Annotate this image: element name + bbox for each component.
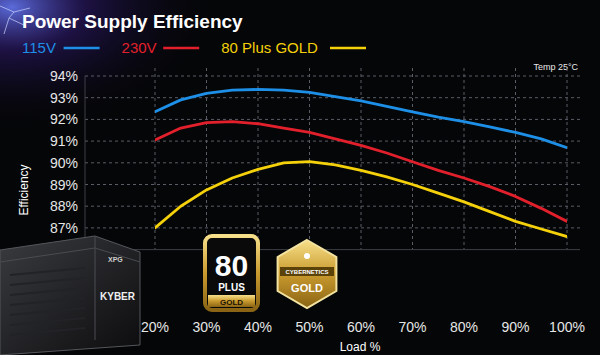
legend-swatch <box>163 47 199 50</box>
y-tick-label: 92% <box>50 111 78 127</box>
y-tick-label: 87% <box>50 220 78 236</box>
grid-line-x <box>258 68 259 250</box>
badge-text: PLUS <box>218 282 245 293</box>
product-vent <box>10 308 85 315</box>
grid-line-x <box>155 68 156 250</box>
product-vent <box>10 278 85 285</box>
badge-text: 80 <box>215 249 248 282</box>
grid <box>85 68 580 250</box>
background-glow <box>0 0 600 355</box>
grid-line-y <box>85 227 580 228</box>
badge-frame <box>205 236 258 310</box>
y-tick-label: 93% <box>50 90 78 106</box>
legend-label: 80 Plus GOLD <box>221 39 318 56</box>
y-tick-label: 88% <box>50 198 78 214</box>
badge-band <box>208 295 255 307</box>
grid-line-x <box>412 68 413 250</box>
x-tick-label: 60% <box>347 319 375 335</box>
grid-line-y <box>85 76 580 77</box>
y-tick-label: 90% <box>50 155 78 171</box>
product-vent <box>10 298 85 305</box>
badge-text: GOLD <box>220 298 243 307</box>
product-vent <box>10 288 85 295</box>
product-vent <box>10 328 85 335</box>
badge-text: GOLD <box>291 282 323 294</box>
title: Power Supply Efficiency <box>22 11 243 32</box>
x-tick-label: 50% <box>295 319 323 335</box>
x-tick-label: 80% <box>450 319 478 335</box>
product-brand: XPG <box>108 256 123 263</box>
x-tick-label: 20% <box>141 319 169 335</box>
x-tick-label: 30% <box>192 319 220 335</box>
legend-swatch <box>330 47 366 50</box>
legend-swatch <box>64 47 100 50</box>
badge-hexagon <box>278 240 337 308</box>
annotation: Temp 25°C <box>533 62 578 72</box>
grid-line-y <box>85 141 580 142</box>
badge-band <box>280 267 334 276</box>
y-axis-label: Efficiency <box>17 164 31 215</box>
grid-line-y <box>85 184 580 185</box>
x-tick-label: 70% <box>398 319 426 335</box>
legend: 115V 230V 80 Plus GOLD <box>22 39 366 56</box>
grid-line-y <box>85 206 580 207</box>
product-box <box>0 236 140 355</box>
grid-line-y <box>85 119 580 120</box>
grid-line-y <box>85 162 580 163</box>
series-line <box>155 89 567 147</box>
x-axis-label: Load % <box>340 340 381 354</box>
legend-label: 230V <box>122 39 157 56</box>
product-vent <box>10 268 85 275</box>
grid-line-x <box>464 68 465 250</box>
series-group <box>155 89 567 236</box>
grid-line-x <box>206 68 207 250</box>
series-line <box>155 162 567 237</box>
product: XPG KYBER <box>0 236 140 355</box>
y-tick-label: 89% <box>50 177 78 193</box>
badge-cybenetics: CYBERNETICS GOLD <box>278 240 337 308</box>
chart: Power Supply Efficiency 115V 230V 80 Plus G… <box>0 0 600 355</box>
legend-label: 115V <box>22 39 56 56</box>
x-tick-label: 90% <box>501 319 529 335</box>
badge-text: CYBERNETICS <box>285 269 328 275</box>
badge-dot <box>304 253 310 259</box>
product-name: KYBER <box>100 291 136 302</box>
axis-line-x <box>85 249 580 250</box>
grid-line-x <box>361 68 362 250</box>
y-tick-label: 94% <box>50 68 78 84</box>
y-tick-label: 91% <box>50 133 78 149</box>
background <box>0 0 600 355</box>
x-tick-label: 100% <box>549 319 585 335</box>
axis-line-y <box>85 76 86 250</box>
x-tick-label: 40% <box>244 319 272 335</box>
product-vent <box>10 318 85 325</box>
grid-line-x <box>309 68 310 250</box>
badge-80plus: 80PLUS GOLD <box>205 236 258 310</box>
product-edge <box>0 236 140 340</box>
